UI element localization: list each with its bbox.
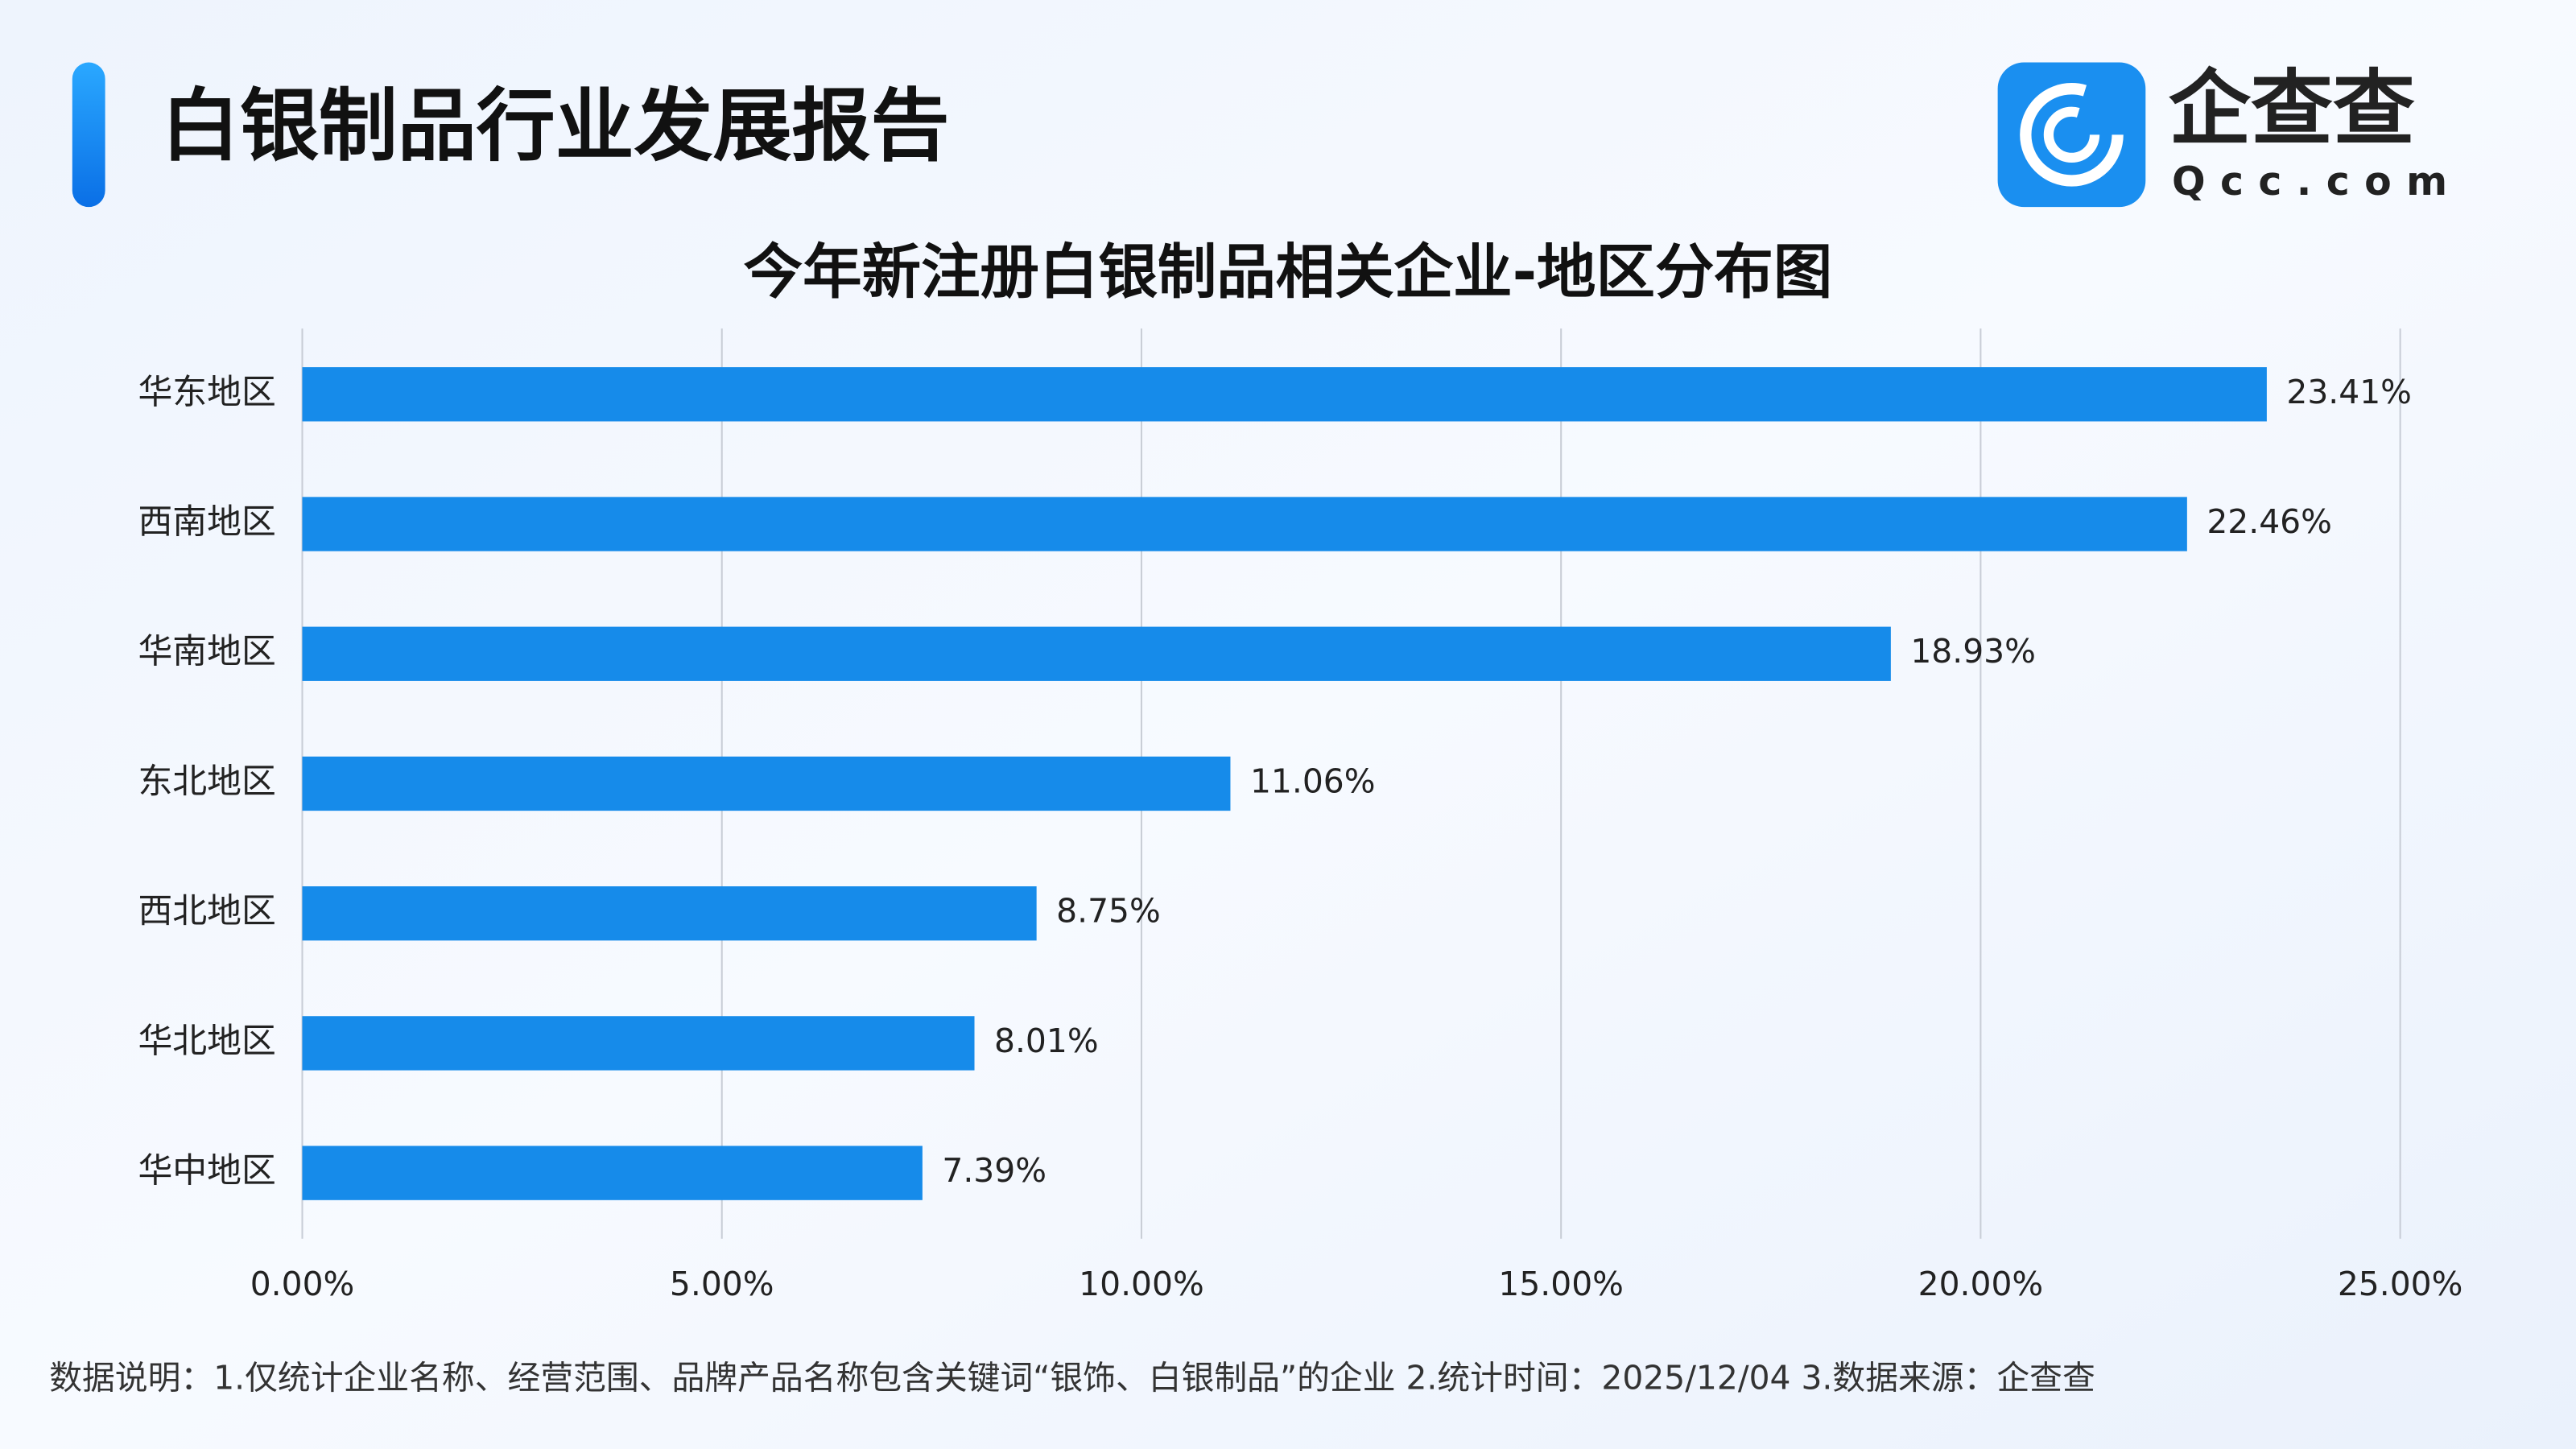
value-label: 22.46% bbox=[2207, 502, 2332, 541]
x-tick-label: 25.00% bbox=[2338, 1265, 2463, 1303]
x-tick-label: 15.00% bbox=[1498, 1265, 1624, 1303]
title-accent bbox=[72, 62, 105, 208]
plot: 0.00% 5.00% 10.00% 15.00% 20.00% 25.00% 华东地区 23… bbox=[138, 328, 2462, 1303]
value-label: 18.93% bbox=[1910, 632, 2036, 671]
logo: 企查查 Qcc.com bbox=[1997, 62, 2462, 208]
x-tick-label: 10.00% bbox=[1079, 1265, 1204, 1303]
chart-title: 今年新注册白银制品相关企业-地区分布图 bbox=[744, 238, 1833, 307]
bar bbox=[302, 756, 1231, 811]
bar bbox=[302, 626, 1891, 681]
value-label: 8.75% bbox=[1056, 892, 1161, 931]
y-tick-label: 华中地区 bbox=[138, 1151, 275, 1191]
page-title: 白银制品行业发展报告 bbox=[161, 80, 949, 172]
y-tick-label: 华东地区 bbox=[138, 372, 275, 412]
x-tick-label: 0.00% bbox=[250, 1265, 355, 1303]
value-label: 8.01% bbox=[994, 1022, 1099, 1060]
footnote: 数据说明：1.仅统计企业名称、经营范围、品牌产品名称包含关键词“银饰、白银制品”… bbox=[49, 1358, 2095, 1397]
bar bbox=[302, 886, 1037, 941]
bar bbox=[302, 1016, 975, 1071]
value-label: 11.06% bbox=[1250, 762, 1376, 800]
bar bbox=[302, 1146, 923, 1200]
logo-name: 企查查 bbox=[2169, 62, 2415, 158]
bar bbox=[302, 367, 2267, 422]
logo-ring bbox=[2020, 83, 2124, 187]
y-tick-label: 华南地区 bbox=[138, 632, 275, 672]
y-tick-label: 东北地区 bbox=[138, 762, 275, 802]
y-tick-label: 西北地区 bbox=[138, 891, 275, 931]
bar bbox=[302, 497, 2187, 551]
y-tick-label: 华北地区 bbox=[138, 1021, 275, 1061]
y-tick-label: 西南地区 bbox=[138, 502, 275, 543]
x-tick-label: 20.00% bbox=[1918, 1265, 2044, 1303]
logo-domain: Qcc.com bbox=[2172, 159, 2462, 204]
value-label: 23.41% bbox=[2286, 373, 2412, 411]
logo-ring bbox=[2043, 106, 2100, 163]
x-tick-label: 5.00% bbox=[670, 1265, 774, 1303]
value-label: 7.39% bbox=[942, 1151, 1046, 1190]
